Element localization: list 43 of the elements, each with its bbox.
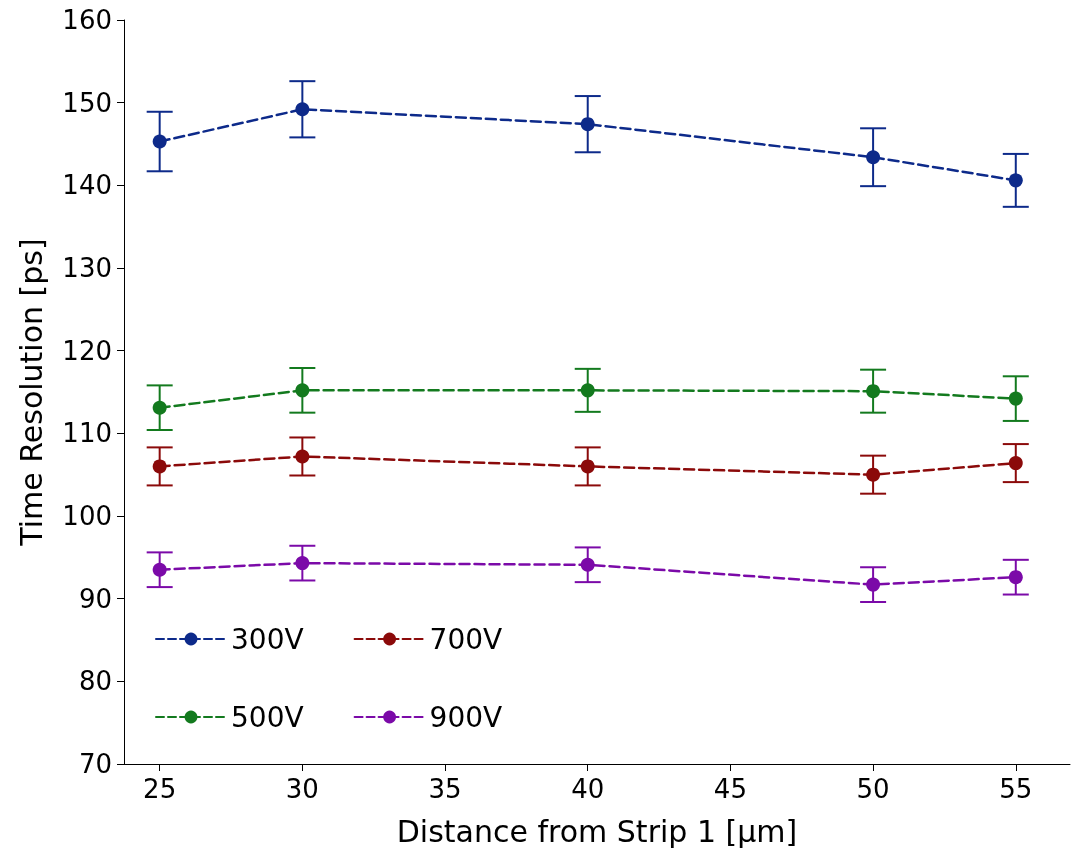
y-tick-label: 90	[78, 583, 112, 614]
point	[1008, 456, 1023, 471]
legend-label: 300V	[231, 622, 304, 656]
point	[866, 384, 881, 399]
legend-label: 700V	[429, 622, 503, 656]
point	[152, 400, 167, 415]
x-tick-label: 45	[713, 774, 747, 804]
point	[295, 383, 310, 398]
legend-label: 500V	[231, 700, 304, 734]
x-tick-label: 35	[428, 774, 462, 804]
y-tick-label: 120	[62, 335, 112, 366]
x-tick-label: 40	[571, 774, 605, 804]
point	[295, 102, 310, 117]
point	[580, 459, 595, 474]
x-tick-label: 30	[285, 774, 319, 804]
point	[295, 556, 310, 571]
y-tick-label: 100	[62, 501, 112, 531]
point	[580, 383, 595, 398]
y-tick-label: 130	[62, 253, 112, 283]
point	[1008, 391, 1023, 406]
point	[295, 449, 310, 464]
point	[152, 562, 167, 577]
point	[580, 557, 595, 572]
y-tick-label: 80	[78, 666, 112, 697]
legend-label: 900V	[429, 700, 503, 734]
y-tick-label: 70	[78, 749, 112, 779]
point	[1008, 173, 1023, 188]
y-tick-label: 140	[62, 170, 112, 201]
point	[152, 459, 167, 474]
y-tick-label: 110	[62, 418, 112, 449]
x-tick-label: 50	[856, 774, 890, 804]
y-tick-label: 150	[62, 87, 112, 118]
point	[152, 134, 167, 149]
x-tick-label: 55	[999, 774, 1033, 804]
x-axis-title: Distance from Strip 1 [µm]	[396, 813, 798, 849]
y-axis-title: Time Resolution [ps]	[13, 238, 49, 547]
point	[580, 117, 595, 132]
point	[866, 150, 881, 165]
x-tick-label: 25	[143, 774, 177, 804]
point	[866, 467, 881, 482]
point	[866, 577, 881, 592]
point	[1008, 570, 1023, 585]
y-tick-label: 160	[62, 5, 112, 35]
